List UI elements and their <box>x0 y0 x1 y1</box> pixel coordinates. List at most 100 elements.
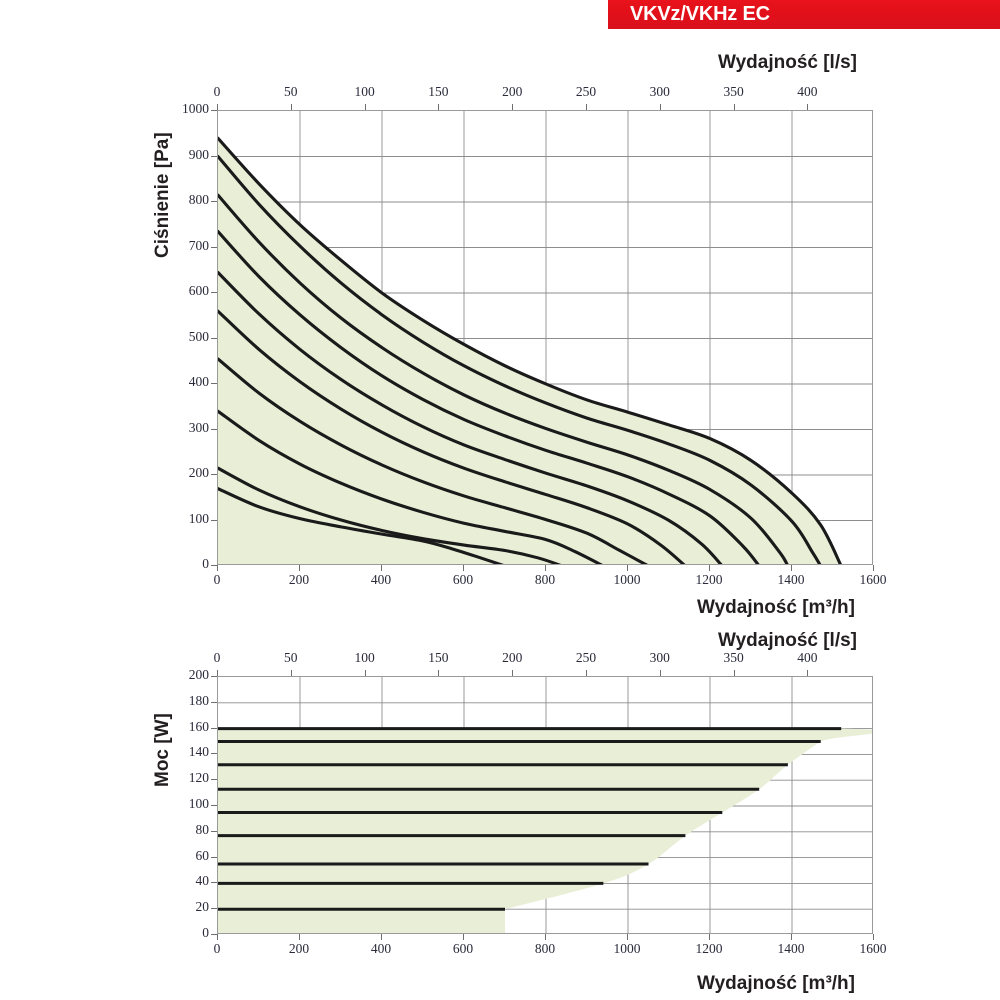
power-y-tick-label: 40 <box>195 873 210 889</box>
pressure-x-tick-label: 400 <box>370 572 392 587</box>
pressure-x-tickmark <box>709 565 710 571</box>
power-y-tick-label: 160 <box>188 718 209 734</box>
pressure-chart: Ciśnienie [Pa] Wydajność [l/s] Wydajność… <box>152 52 887 618</box>
pressure-x-tickmark <box>463 565 464 571</box>
pressure-x-tickmark <box>299 565 300 571</box>
power-y-tickmark <box>211 701 217 703</box>
power-x-top-tick-label: 150 <box>428 650 449 665</box>
pressure-x-top-tickmark <box>364 104 366 110</box>
pressure-y-tick-label: 800 <box>188 192 209 207</box>
pressure-x-tickmark <box>217 565 218 571</box>
pressure-x-tick-label: 0 <box>213 572 221 587</box>
power-x-top-tick-label: 250 <box>575 650 597 665</box>
power-x-tick-label: 200 <box>288 941 310 956</box>
power-x-top-tick-label: 0 <box>213 650 221 665</box>
pressure-y-tickmark <box>211 110 217 111</box>
pressure-x-axis-title-top: Wydajność [l/s] <box>718 52 858 73</box>
power-x-top-tickmark <box>512 670 514 676</box>
power-x-tickmark <box>217 934 218 940</box>
power-x-axis-title-bottom: Wydajność [m³/h] <box>697 973 855 994</box>
pressure-x-top-tick-label: 50 <box>284 84 298 99</box>
pressure-y-tick-label: 900 <box>188 146 209 162</box>
pressure-x-tick-label: 800 <box>534 572 556 587</box>
pressure-x-tick-label: 1600 <box>859 572 887 587</box>
power-y-tickmark <box>211 934 217 935</box>
power-x-top-tickmark <box>807 670 809 676</box>
power-x-top-tick-label: 50 <box>284 650 298 665</box>
power-y-tick-label: 60 <box>195 847 210 863</box>
power-x-top-tick-label: 400 <box>797 650 818 665</box>
pressure-x-top-tickmark <box>659 104 661 110</box>
pressure-x-tickmark <box>627 565 628 571</box>
pressure-envelope-fill <box>218 138 841 564</box>
power-x-tickmark <box>299 934 300 940</box>
pressure-y-tickmark <box>211 246 217 248</box>
power-x-tick-label: 600 <box>452 941 474 956</box>
pressure-curve-speed-8 <box>218 193 789 564</box>
power-y-tick-label: 20 <box>195 899 210 915</box>
power-x-tick-label: 1400 <box>777 941 805 956</box>
power-y-tickmark <box>211 753 217 755</box>
pressure-y-tickmark <box>211 292 217 293</box>
power-envelope-fill <box>218 727 872 933</box>
pressure-x-top-tick-label: 0 <box>213 84 221 99</box>
power-x-top-tickmark <box>586 670 587 676</box>
power-plot-area <box>217 676 873 934</box>
pressure-x-tick-label: 1400 <box>777 572 805 587</box>
pressure-x-tick-label: 200 <box>288 572 310 587</box>
pressure-x-tickmark <box>381 565 382 571</box>
power-y-tick-label: 120 <box>188 770 209 786</box>
pressure-x-top-tick-label: 350 <box>723 84 744 99</box>
power-x-tick-label: 1000 <box>613 941 641 956</box>
power-y-tickmark <box>211 856 217 858</box>
power-y-tickmark <box>211 830 217 832</box>
pressure-x-top-tick-label: 100 <box>354 84 375 99</box>
power-y-tick-label: 140 <box>188 744 209 760</box>
pressure-y-tick-label: 700 <box>188 237 209 253</box>
pressure-x-top-tickmark <box>290 104 292 110</box>
pressure-x-tickmark <box>873 565 874 571</box>
pressure-y-tick-label: 500 <box>188 328 209 344</box>
power-y-tick-label: 180 <box>188 692 209 708</box>
power-y-tick-label: 0 <box>202 925 209 940</box>
power-x-tickmark <box>381 934 382 940</box>
pressure-x-top-tick-label: 200 <box>502 84 523 99</box>
pressure-x-top-tickmark <box>586 104 587 110</box>
product-banner-title: VKVz/VKHz EC <box>630 3 770 25</box>
pressure-x-axis-title-bottom: Wydajność [m³/h] <box>697 597 855 618</box>
pressure-curve-speed-10 <box>218 136 842 564</box>
pressure-curve-speed-5 <box>218 309 686 564</box>
power-x-top-tickmark <box>733 670 735 676</box>
power-chart: Moc [W] Wydajność [l/s] Wydajność [m³/h]… <box>0 620 1000 1000</box>
power-y-tick-label: 200 <box>188 667 209 682</box>
power-x-top-tick-label: 350 <box>723 650 744 665</box>
pressure-curve-speed-1 <box>218 487 504 564</box>
power-x-tick-label: 1200 <box>695 941 723 956</box>
pressure-y-tickmark <box>211 428 217 430</box>
pressure-x-top-tickmark <box>807 104 809 110</box>
power-y-tick-label: 100 <box>188 796 209 811</box>
pressure-y-tick-label: 100 <box>188 510 209 526</box>
power-x-top-tickmark <box>290 670 292 676</box>
pressure-x-top-tick-label: 400 <box>797 84 818 99</box>
pressure-y-tickmark <box>211 383 217 384</box>
pressure-y-tick-label: 600 <box>188 283 209 298</box>
pressure-y-tickmark <box>211 155 217 157</box>
pressure-y-tickmark <box>211 519 217 521</box>
power-x-tickmark <box>545 934 546 940</box>
pressure-x-top-tick-label: 250 <box>575 84 597 99</box>
pressure-x-tick-label: 600 <box>452 572 474 587</box>
pressure-x-tick-label: 1200 <box>695 572 723 587</box>
power-x-tick-label: 800 <box>534 941 556 956</box>
pressure-y-tick-label: 300 <box>188 419 209 435</box>
pressure-y-tickmark <box>211 565 217 566</box>
pressure-x-top-tickmark <box>512 104 514 110</box>
power-x-tickmark <box>873 934 874 940</box>
power-x-tick-label: 1600 <box>859 941 887 956</box>
pressure-x-tick-label: 1000 <box>613 572 641 587</box>
power-x-tick-label: 400 <box>370 941 392 956</box>
power-curves <box>218 677 872 933</box>
pressure-curve-speed-4 <box>218 357 649 564</box>
product-banner: VKVz/VKHz EC <box>608 0 1000 29</box>
power-x-top-tickmark <box>659 670 661 676</box>
